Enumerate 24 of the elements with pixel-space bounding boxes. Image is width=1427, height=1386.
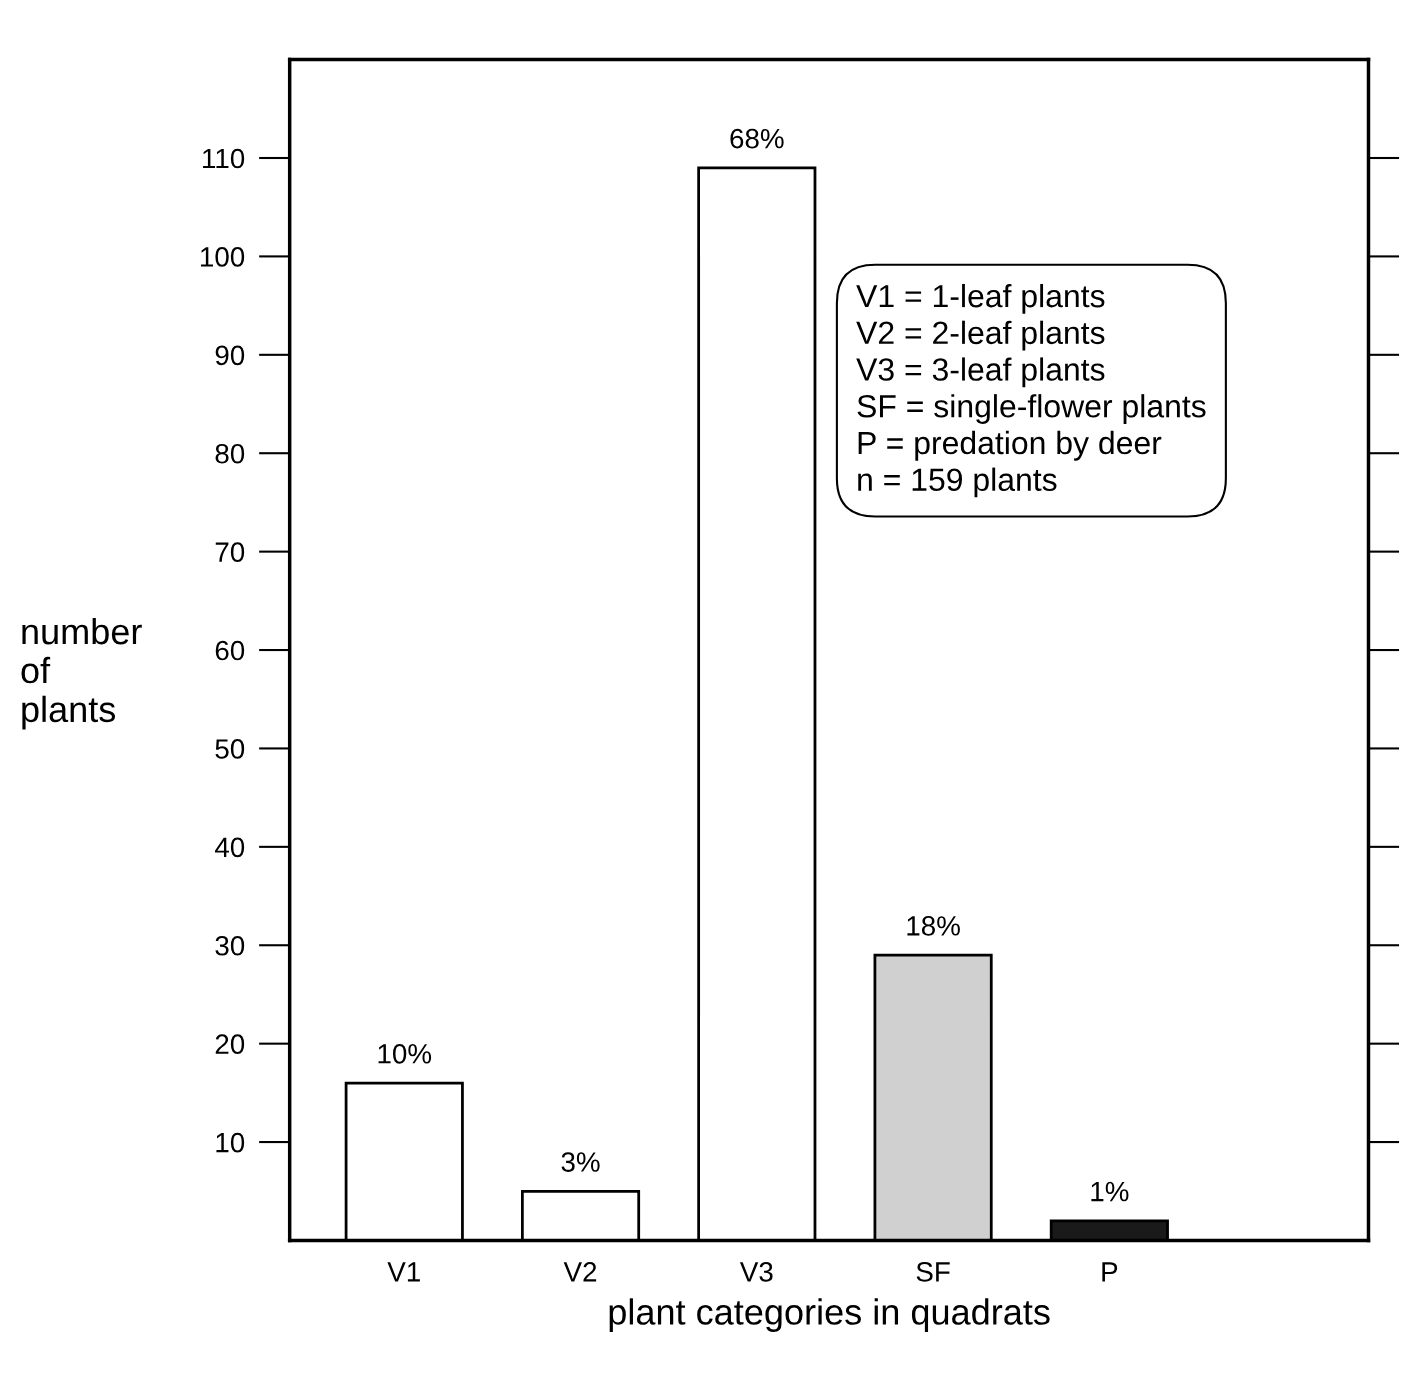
y-tick-label: 50	[215, 739, 245, 759]
annotation: 18%	[907, 916, 960, 936]
annotation: V1 = 1-leaf plants V2 = 2-leaf plants V3 = 3-leaf plants SF = single-flower plants P = predation by deer n = 159 plants	[856, 283, 1206, 498]
y-tick-label: 70	[215, 542, 245, 562]
y-tick-label: 110	[203, 148, 245, 169]
y-axis-title: number of plants	[21, 617, 142, 730]
y-tick-label: 30	[215, 935, 245, 956]
annotation: 3%	[561, 1152, 600, 1172]
y-tick-label: 40	[214, 837, 245, 858]
annotation: 1%	[1091, 1181, 1129, 1202]
x-tick-label: P	[1102, 1262, 1118, 1282]
y-tick-label: 90	[215, 345, 245, 366]
y-tick-label: 20	[215, 1034, 245, 1054]
annotation: 68%	[730, 128, 784, 149]
x-tick-label: SF	[916, 1262, 950, 1282]
x-axis-title: plant categories in quadrats	[609, 1298, 1050, 1332]
x-tick-label: V1	[387, 1262, 420, 1282]
y-tick-label: 100	[201, 247, 245, 267]
annotation: 10%	[378, 1043, 432, 1064]
x-tick-label: V3	[739, 1262, 773, 1282]
x-tick-label: V2	[563, 1262, 597, 1282]
y-tick-label: 80	[215, 443, 245, 464]
y-tick-label: 60	[215, 640, 245, 661]
y-tick-label: 10	[216, 1132, 245, 1153]
